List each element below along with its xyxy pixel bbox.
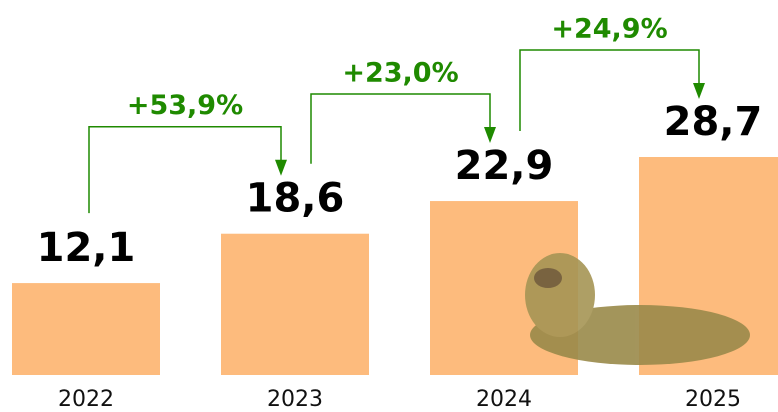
x-tick-label: 2025: [685, 387, 741, 412]
growth-label: +23,0%: [342, 58, 458, 89]
x-tick-label: 2022: [58, 387, 114, 412]
bar: [221, 234, 369, 375]
growth-arrowhead: [275, 160, 287, 176]
growth-arrowhead: [484, 127, 496, 143]
growth-label: +53,9%: [127, 90, 243, 121]
x-tick-label: 2023: [267, 387, 323, 412]
x-tick-label: 2024: [476, 387, 532, 412]
value-label: 12,1: [37, 225, 136, 271]
bar: [12, 283, 160, 375]
growth-label: +24,9%: [551, 14, 667, 45]
value-label: 18,6: [246, 176, 345, 222]
value-label: 28,7: [664, 99, 763, 145]
growth-arrowhead: [693, 83, 705, 99]
value-label: 22,9: [455, 143, 554, 189]
chart: 2022 12,1 2023 18,6 2024 22,9 2025 28,7 +53,9% +2…: [0, 0, 778, 412]
